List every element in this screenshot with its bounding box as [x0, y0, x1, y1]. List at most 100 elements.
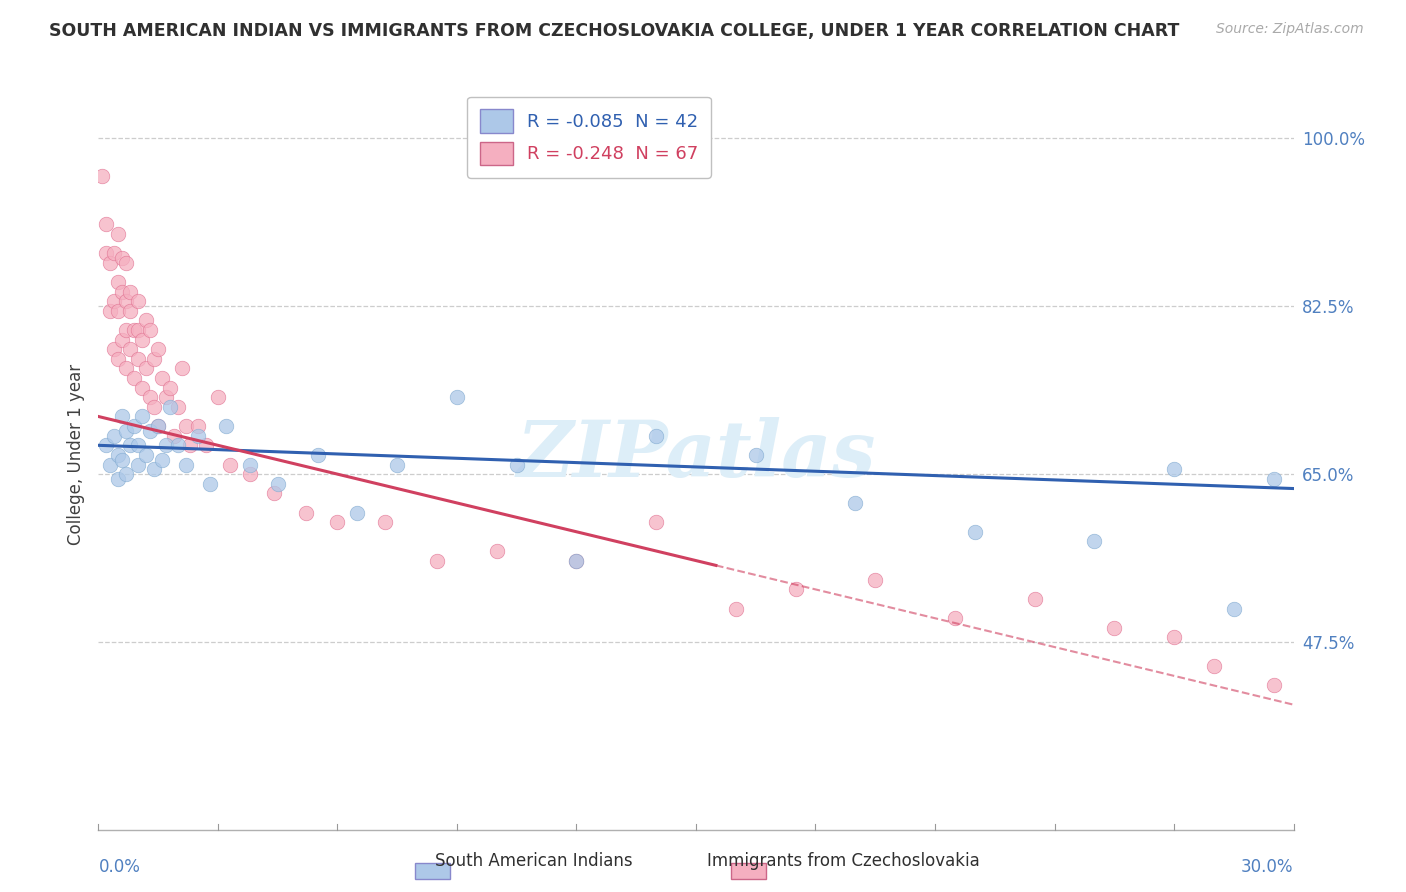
Point: [294, 506, 316, 520]
Point: [107, 472, 129, 486]
Point: [1163, 631, 1185, 645]
Point: [150, 452, 173, 467]
Point: [115, 467, 138, 482]
Point: [111, 285, 134, 299]
Text: ZIPatlas: ZIPatlas: [516, 417, 876, 493]
Point: [1223, 601, 1246, 615]
Legend: R = -0.085  N = 42, R = -0.248  N = 67: R = -0.085 N = 42, R = -0.248 N = 67: [467, 97, 711, 178]
Point: [115, 424, 138, 438]
Point: [1083, 534, 1105, 549]
Point: [98, 256, 122, 270]
Point: [120, 285, 142, 299]
Point: [143, 351, 166, 366]
Point: [1024, 592, 1046, 607]
Point: [172, 361, 194, 376]
Point: [1263, 472, 1285, 486]
Text: South American Indians: South American Indians: [436, 852, 633, 870]
Text: 30.0%: 30.0%: [1241, 858, 1294, 876]
Point: [135, 361, 157, 376]
Point: [645, 428, 668, 442]
Point: [139, 424, 162, 438]
Point: [385, 458, 409, 472]
Point: [148, 419, 170, 434]
Point: [107, 303, 129, 318]
Point: [745, 448, 768, 462]
Point: [131, 409, 153, 424]
Point: [120, 343, 142, 357]
Point: [98, 303, 122, 318]
Point: [124, 419, 146, 434]
Point: [111, 251, 134, 265]
Point: [96, 218, 118, 232]
Point: [131, 381, 153, 395]
Point: [963, 524, 986, 539]
Point: [159, 381, 181, 395]
Point: [103, 428, 125, 442]
Point: [785, 582, 807, 597]
Point: [346, 506, 368, 520]
Text: Source: ZipAtlas.com: Source: ZipAtlas.com: [1216, 22, 1364, 37]
Point: [107, 351, 129, 366]
Point: [198, 476, 221, 491]
Point: [565, 553, 588, 567]
Point: [107, 275, 129, 289]
Point: [374, 515, 396, 529]
Point: [267, 476, 290, 491]
Point: [1104, 621, 1126, 635]
Point: [107, 448, 129, 462]
Point: [127, 458, 149, 472]
Point: [127, 294, 149, 309]
Point: [91, 169, 114, 184]
Point: [1163, 462, 1185, 476]
Point: [143, 400, 166, 414]
Point: [167, 438, 190, 452]
Point: [150, 371, 173, 385]
Point: [179, 438, 201, 452]
Point: [111, 333, 134, 347]
Point: [174, 419, 197, 434]
Point: [103, 343, 125, 357]
Point: [426, 553, 449, 567]
Point: [163, 428, 186, 442]
Point: [155, 390, 177, 404]
Point: [115, 256, 138, 270]
Point: [96, 246, 118, 260]
Point: [115, 361, 138, 376]
Text: 0.0%: 0.0%: [98, 858, 141, 876]
Point: [195, 438, 218, 452]
Text: Immigrants from Czechoslovakia: Immigrants from Czechoslovakia: [707, 852, 980, 870]
Point: [155, 438, 177, 452]
Point: [135, 448, 157, 462]
Point: [103, 294, 125, 309]
Point: [239, 458, 262, 472]
Point: [207, 390, 229, 404]
Point: [187, 419, 209, 434]
Point: [239, 467, 262, 482]
Point: [111, 452, 134, 467]
Point: [127, 438, 149, 452]
Point: [219, 458, 242, 472]
Point: [115, 294, 138, 309]
Point: [263, 486, 285, 500]
Point: [98, 458, 122, 472]
Y-axis label: College, Under 1 year: College, Under 1 year: [66, 364, 84, 546]
Point: [724, 601, 747, 615]
Point: [167, 400, 190, 414]
Point: [174, 458, 197, 472]
Point: [148, 419, 170, 434]
Point: [159, 400, 181, 414]
Point: [124, 371, 146, 385]
Point: [485, 544, 508, 558]
Point: [103, 246, 125, 260]
Point: [139, 390, 162, 404]
Point: [139, 323, 162, 337]
Point: [446, 390, 468, 404]
Point: [1202, 659, 1225, 673]
Point: [565, 553, 588, 567]
Point: [215, 419, 238, 434]
Point: [645, 515, 668, 529]
Point: [307, 448, 329, 462]
Point: [187, 428, 209, 442]
Point: [1263, 678, 1285, 692]
Point: [127, 323, 149, 337]
